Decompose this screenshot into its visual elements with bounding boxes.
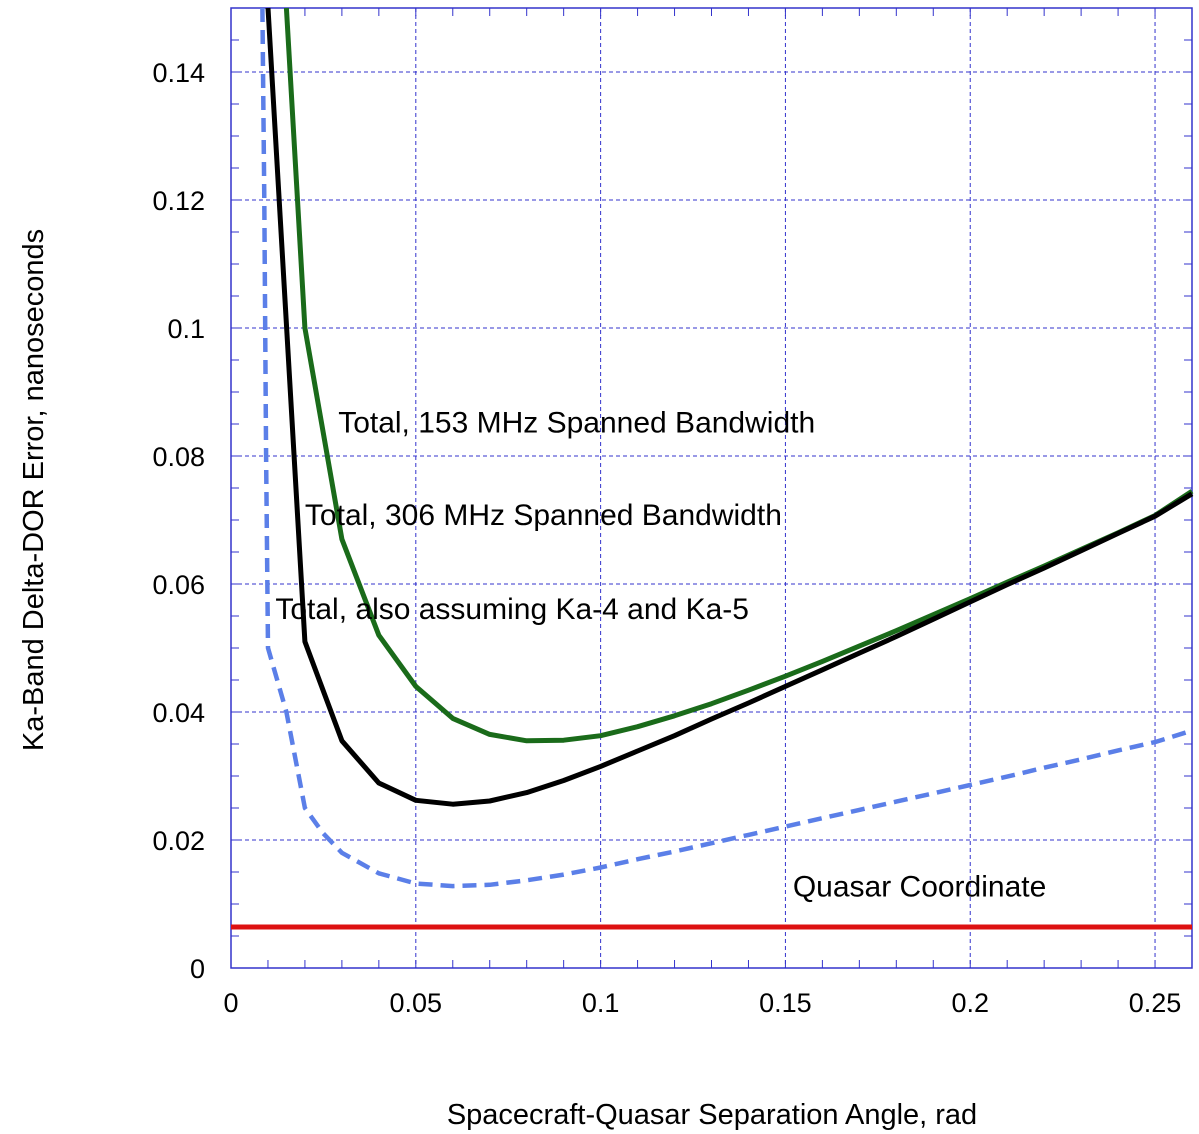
x-axis-title: Spacecraft-Quasar Separation Angle, rad [447, 1099, 977, 1131]
y-tick-label: 0.14 [152, 58, 205, 88]
y-tick-label: 0.04 [152, 698, 205, 728]
y-tick-label: 0.06 [152, 570, 205, 600]
plot-area [231, 8, 1192, 968]
series-line-3 [260, 7, 1193, 889]
y-axis-title: Ka-Band Delta-DOR Error, nanoseconds [18, 229, 50, 751]
annotation-label: Total, also assuming Ka-4 and Ka-5 [275, 593, 749, 626]
x-tick-label: 0.05 [390, 988, 443, 1018]
annotation-label: Quasar Coordinate [793, 870, 1046, 903]
x-tick-label: 0.25 [1129, 988, 1182, 1018]
x-tick-label: 0.2 [951, 988, 989, 1018]
x-tick-label: 0.15 [759, 988, 812, 1018]
y-tick-label: 0.12 [152, 186, 205, 216]
y-tick-label: 0.1 [167, 314, 205, 344]
x-tick-labels: 0 0.05 0.1 0.15 0.2 0.25 [223, 988, 1181, 1018]
y-tick-labels: 0 0.02 0.04 0.06 0.08 0.1 0.12 0.14 [152, 58, 205, 984]
y-tick-label: 0 [190, 954, 205, 984]
y-tick-label: 0.08 [152, 442, 205, 472]
series-layer [231, 7, 1194, 930]
grid-lines [231, 8, 1192, 968]
y-tick-label: 0.02 [152, 826, 205, 856]
annotation-label: Total, 153 MHz Spanned Bandwidth [338, 406, 815, 439]
series-line-2 [265, 7, 1194, 807]
annotations: Total, 153 MHz Spanned Bandwidth Total, 3… [275, 406, 1046, 903]
plot-frame [230, 7, 1193, 969]
x-tick-label: 0 [223, 988, 238, 1018]
plot-frame-group [231, 8, 1192, 968]
annotation-label: Total, 306 MHz Spanned Bandwidth [305, 499, 782, 532]
x-tick-label: 0.1 [582, 988, 620, 1018]
